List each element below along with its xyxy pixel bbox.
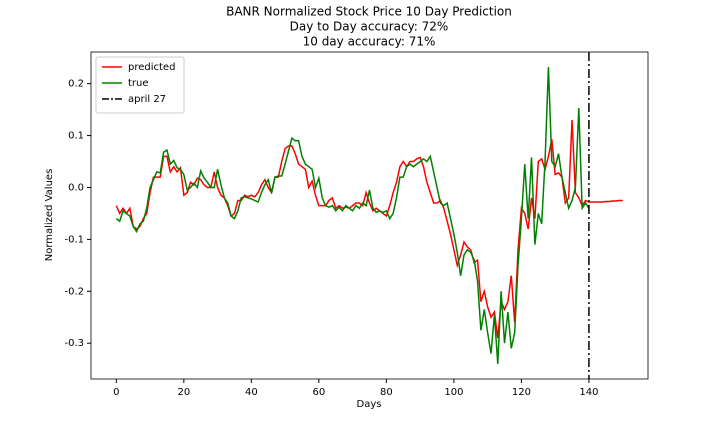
y-tick-label: -0.2 xyxy=(64,286,84,297)
chart-subtitle: Day to Day accuracy: 72% xyxy=(290,20,449,34)
legend-label: april 27 xyxy=(128,94,166,105)
chart-title: BANR Normalized Stock Price 10 Day Predi… xyxy=(226,5,512,19)
y-tick-label: 0.1 xyxy=(68,131,84,142)
x-tick-label: 60 xyxy=(312,387,325,398)
x-tick-label: 140 xyxy=(579,387,598,398)
x-tick-label: 100 xyxy=(444,387,463,398)
x-tick-label: 120 xyxy=(512,387,531,398)
x-axis-label: Days xyxy=(357,399,382,410)
legend-label: true xyxy=(128,78,149,89)
x-tick-label: 20 xyxy=(177,387,190,398)
plot-frame xyxy=(90,51,649,380)
y-tick-label: 0.2 xyxy=(68,79,84,90)
x-tick-label: 0 xyxy=(113,387,119,398)
y-tick-label: 0.0 xyxy=(68,182,84,193)
chart-subtitle: 10 day accuracy: 71% xyxy=(303,35,436,49)
y-axis-label: Normalized Values xyxy=(44,169,55,262)
y-tick-label: -0.3 xyxy=(64,338,84,349)
legend-label: predicted xyxy=(128,62,175,73)
series-line xyxy=(115,67,590,365)
x-tick-label: 80 xyxy=(380,387,393,398)
y-tick-label: -0.1 xyxy=(64,234,84,245)
x-tick-label: 40 xyxy=(245,387,258,398)
series-line xyxy=(115,119,623,339)
